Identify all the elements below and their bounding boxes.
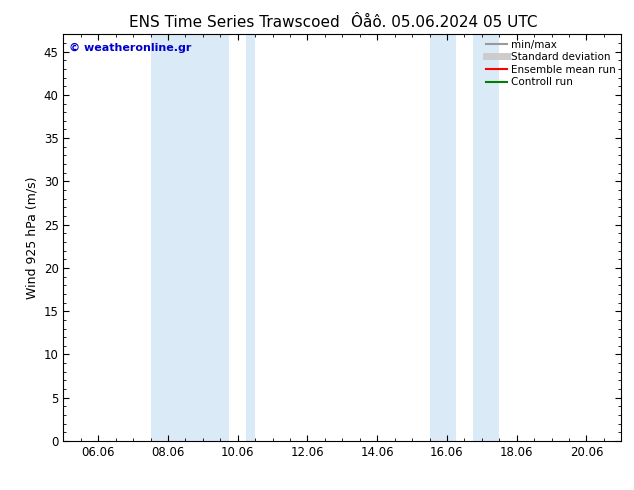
Text: ENS Time Series Trawscoed: ENS Time Series Trawscoed <box>129 15 340 30</box>
Bar <box>150 34 229 441</box>
Text: © weatheronline.gr: © weatheronline.gr <box>69 43 191 52</box>
Bar <box>429 34 456 441</box>
Text: Ôåô. 05.06.2024 05 UTC: Ôåô. 05.06.2024 05 UTC <box>351 15 537 30</box>
Y-axis label: Wind 925 hPa (m/s): Wind 925 hPa (m/s) <box>25 176 38 299</box>
Bar <box>473 34 499 441</box>
Legend: min/max, Standard deviation, Ensemble mean run, Controll run: min/max, Standard deviation, Ensemble me… <box>484 37 618 89</box>
Bar <box>247 34 255 441</box>
